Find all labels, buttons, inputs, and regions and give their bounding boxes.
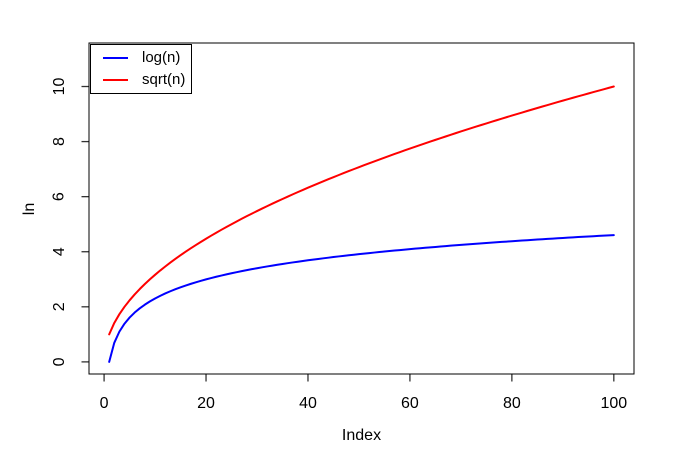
legend-line-sample-sqrt [103, 79, 128, 81]
legend-box: log(n) sqrt(n) [90, 44, 192, 94]
y-tick-label: 10 [51, 78, 68, 96]
y-tick-label: 8 [51, 137, 68, 146]
y-tick-label: 4 [51, 247, 68, 256]
y-tick-label: 2 [51, 302, 68, 311]
legend-line-sample-log [103, 57, 128, 59]
legend-item-sqrt: sqrt(n) [103, 71, 191, 89]
x-tick-label: 20 [197, 395, 215, 412]
legend-item-log: log(n) [103, 49, 191, 67]
plot-frame [88, 42, 635, 375]
y-tick-label: 0 [51, 357, 68, 366]
y-tick-label: 6 [51, 192, 68, 201]
x-tick-label: 100 [600, 395, 627, 412]
y-axis-title: ln [21, 202, 38, 216]
x-tick-label: 0 [100, 395, 109, 412]
legend-label-sqrt: sqrt(n) [142, 71, 186, 88]
legend-label-log: log(n) [142, 49, 181, 66]
curve-log-n [108, 234, 615, 363]
x-tick-label: 40 [299, 395, 317, 412]
x-tick-label: 60 [401, 395, 419, 412]
x-axis-title: Index [341, 427, 382, 444]
x-tick-label: 80 [503, 395, 521, 412]
curve-sqrt-n [108, 85, 615, 336]
